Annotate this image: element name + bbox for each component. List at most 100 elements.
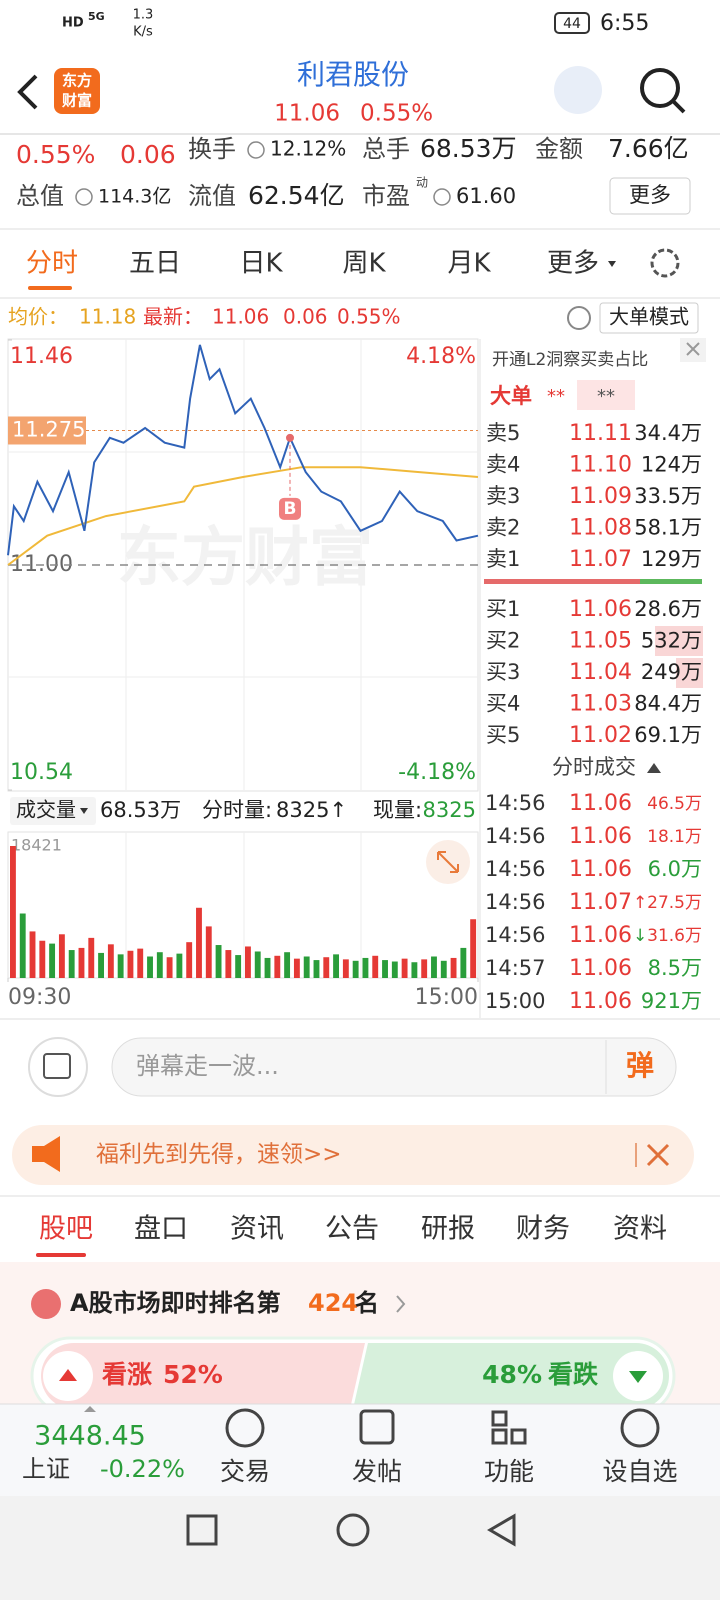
section-tab[interactable]: 资讯 — [230, 1214, 284, 1245]
danmaku-settings[interactable] — [28, 1037, 88, 1097]
l2-promo[interactable]: 开通L2洞察买卖占比 — [492, 350, 648, 370]
index-name: 上证 — [22, 1455, 70, 1483]
section-tab[interactable]: 财务 — [516, 1214, 570, 1245]
comment-placeholder[interactable]: 弹幕走一波... — [136, 1052, 279, 1080]
nav-item[interactable]: 发帖 — [352, 1457, 402, 1486]
mode-button-text[interactable]: 大单模式 — [609, 305, 689, 329]
volume-selector[interactable] — [10, 797, 96, 825]
info-icon — [75, 188, 93, 206]
quote-value: 114.3亿 — [98, 186, 171, 208]
assistant-avatar[interactable] — [554, 66, 602, 114]
book-volume: 33.5万 — [634, 484, 702, 508]
volume-bar — [107, 944, 114, 978]
danmaku-button[interactable]: 弹 — [626, 1049, 654, 1082]
more-button[interactable] — [609, 177, 691, 215]
quote-value: 61.60 — [456, 184, 516, 208]
section-tab[interactable]: 研报 — [421, 1214, 475, 1245]
close-promo[interactable] — [686, 342, 700, 356]
volume-bar — [411, 962, 418, 978]
post-icon[interactable] — [359, 1409, 395, 1445]
nav-item[interactable]: 功能 — [484, 1457, 534, 1486]
more-button-text[interactable]: 更多 — [629, 183, 671, 207]
trade-volume: 27.5万 — [647, 893, 702, 913]
big-order-bg — [577, 380, 635, 410]
section-tab[interactable]: 盘口 — [134, 1214, 188, 1245]
home-button[interactable] — [336, 1513, 370, 1547]
volume-bar — [235, 955, 242, 978]
quote-change: 0.06 — [120, 140, 176, 169]
reference-label-bg — [8, 416, 86, 445]
book-level: 卖1 — [486, 547, 520, 571]
back-nav[interactable] — [487, 1513, 516, 1547]
sentiment-up[interactable] — [41, 1343, 365, 1409]
volume-bar — [58, 934, 65, 978]
reference-label: 11.275 — [12, 417, 85, 441]
trade-time: 14:56 — [485, 824, 546, 848]
settings-button[interactable] — [650, 248, 680, 278]
close-banner[interactable] — [646, 1143, 670, 1167]
volume-bar — [450, 957, 457, 978]
volume-bar — [362, 957, 369, 978]
back-button[interactable] — [17, 74, 38, 110]
volume-bar — [166, 957, 173, 978]
watchlist-icon[interactable] — [620, 1408, 660, 1448]
volume-bar — [313, 960, 320, 978]
tab-underline — [36, 1253, 86, 1257]
status-hd: HD — [62, 16, 84, 31]
chart-tab[interactable]: 周K — [342, 249, 386, 279]
banner[interactable] — [12, 1125, 694, 1185]
book-price: 11.03 — [569, 692, 632, 717]
volume-bar — [274, 955, 281, 978]
book-level: 买5 — [486, 723, 520, 747]
chart-tab[interactable]: 月K — [447, 249, 491, 279]
chart-tab[interactable]: 日K — [239, 249, 283, 279]
trade-icon[interactable] — [225, 1408, 265, 1448]
quote-label: 换手 — [188, 135, 236, 163]
ask-ratio — [484, 579, 640, 584]
volume-bar — [293, 958, 300, 978]
quote-value: 62.54亿 — [248, 181, 345, 210]
trade-time: 14:56 — [485, 857, 546, 881]
current-volume: 8325 — [423, 798, 476, 822]
danmaku-icon — [43, 1053, 71, 1079]
trade-volume: 18.1万 — [647, 827, 702, 847]
book-price: 11.11 — [569, 421, 632, 446]
ranking-arrow[interactable] — [396, 1295, 406, 1313]
tab-underline — [28, 286, 72, 290]
mode-button[interactable] — [599, 302, 699, 334]
volume-bar — [303, 956, 310, 978]
book-volume: 84.4万 — [634, 692, 702, 716]
volume-bar-bg — [655, 626, 703, 656]
volume-bar — [205, 926, 212, 978]
section-tab[interactable]: 资料 — [613, 1214, 667, 1245]
recent-apps[interactable] — [186, 1514, 218, 1546]
y-tick-label: 10.54 — [10, 760, 73, 785]
volume-bar — [440, 960, 447, 978]
nav-item[interactable]: 交易 — [220, 1457, 270, 1486]
banner-text[interactable]: 福利先到先得，速领>> — [96, 1142, 342, 1168]
nav-item[interactable]: 设自选 — [602, 1457, 677, 1486]
volume-bar — [421, 959, 428, 978]
section-tab[interactable]: 股吧 — [39, 1214, 93, 1245]
logo[interactable] — [54, 68, 100, 114]
volume-bar — [176, 953, 183, 978]
trade-volume: 8.5万 — [648, 956, 702, 980]
volume-bar — [196, 907, 202, 978]
volume-label[interactable]: 成交量 — [16, 798, 76, 822]
volume-bar — [470, 919, 477, 978]
function-icon[interactable] — [491, 1410, 508, 1427]
volume-bar — [254, 951, 261, 978]
help-icon[interactable] — [567, 306, 591, 330]
search-button[interactable] — [640, 68, 680, 108]
buy-marker — [286, 433, 294, 442]
sentiment-down[interactable] — [353, 1343, 669, 1409]
trade-time: 14:56 — [485, 890, 546, 914]
chart-tab[interactable]: 更多 — [547, 249, 599, 279]
chart-tab[interactable]: 分时 — [26, 249, 78, 279]
volume-bar-bg — [676, 658, 703, 688]
down-label: 看跌 — [548, 1360, 598, 1389]
big-order-buy: ** — [547, 386, 565, 407]
comment-input[interactable] — [111, 1037, 677, 1097]
chart-tab[interactable]: 五日 — [129, 249, 181, 279]
section-tab[interactable]: 公告 — [325, 1214, 379, 1245]
